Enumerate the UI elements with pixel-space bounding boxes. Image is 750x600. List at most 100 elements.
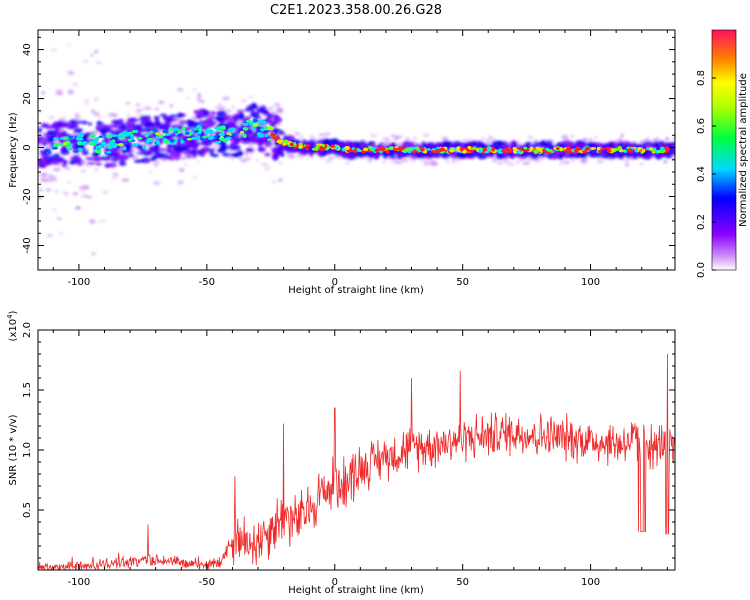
spectrogram-ridge-cell: [122, 146, 127, 151]
spectrogram-noise-cell: [135, 108, 143, 113]
spectrogram-band-cell: [44, 124, 50, 130]
spectrogram-noise-cell: [225, 110, 232, 113]
spectrogram-noise-cell: [278, 162, 282, 165]
spectrogram-noise-cell: [639, 161, 645, 166]
spectrogram-band-cell: [241, 140, 251, 144]
spectrogram-noise-cell: [147, 170, 153, 173]
spectrogram-band-cell: [216, 148, 222, 153]
spectrogram-band-cell: [67, 126, 76, 130]
spectrogram-ridge-cell: [600, 147, 605, 151]
spectrogram-ridge-cell: [219, 137, 225, 142]
spectrogram-band-cell: [119, 125, 128, 132]
spectrogram-band-cell: [668, 143, 673, 148]
spectrogram-band-cell: [618, 154, 625, 159]
spectrogram-band-cell: [172, 146, 181, 151]
spectrogram-ridge-cell: [319, 146, 324, 150]
spectrogram-ridge-cell: [385, 149, 390, 154]
spectrogram-band-cell: [205, 139, 213, 146]
spectrogram-ridge-cell: [604, 147, 611, 150]
spectrogram-noise-cell: [561, 135, 569, 140]
spectrogram-ridge-cell: [142, 145, 146, 150]
spectrogram-band-cell: [343, 152, 353, 157]
spectrogram-band-cell: [265, 116, 273, 123]
spectrogram-ridge-cell: [252, 122, 259, 127]
spectrogram-band-cell: [601, 154, 612, 159]
spectrogram-ridge-cell: [169, 138, 175, 143]
spectrogram-noise-cell: [586, 138, 594, 141]
spectrogram-band-cell: [266, 113, 274, 118]
spectrogram-ridge-cell: [45, 150, 51, 155]
spectrogram-ridge-cell: [507, 150, 513, 154]
spectrogram-noise-cell: [93, 97, 99, 102]
spectrogram-ridge-cell: [344, 145, 351, 150]
spectrogram-noise-cell: [522, 161, 531, 166]
spectrogram-noise-cell: [153, 180, 161, 185]
spectrogram-ridge-cell: [168, 126, 173, 132]
spectrogram-band-cell: [120, 124, 126, 127]
spectrogram-noise-cell: [345, 160, 350, 165]
spectrogram-noise-cell: [623, 159, 631, 162]
spectrogram-band-cell: [367, 141, 374, 147]
spectrogram-ridge-cell: [637, 146, 642, 151]
spectrogram-band-cell: [192, 153, 197, 158]
spectrogram-ridge-cell: [393, 148, 399, 151]
spectrogram-ridge-cell: [260, 127, 265, 132]
spectrogram-ridge-cell: [174, 132, 179, 136]
spectrogram-band-cell: [264, 152, 271, 157]
spectrogram-band-cell: [469, 143, 478, 147]
spectrogram-ridge-cell: [131, 139, 136, 142]
spectrogram-noise-cell: [294, 132, 300, 136]
spectrogram-noise-cell: [169, 104, 174, 108]
spectrogram-ridge-cell: [613, 147, 620, 152]
spectrogram-noise-cell: [387, 139, 391, 143]
spectrogram-noise-cell: [625, 163, 629, 168]
spectrogram-band-cell: [533, 143, 542, 147]
spectrogram-ridge-cell: [207, 135, 214, 141]
spectrogram-band-cell: [580, 154, 588, 158]
spectrogram-noise-cell: [381, 160, 387, 164]
colorbar-tick-label: 0.0: [696, 262, 707, 278]
spectrogram-band-cell: [164, 117, 175, 123]
spectrogram-ridge-cell: [641, 148, 646, 153]
spectrogram-ridge-cell: [471, 147, 477, 151]
spectrogram-band-cell: [207, 115, 216, 120]
spectrogram-ridge-cell: [193, 128, 198, 131]
spectrogram-band-cell: [322, 149, 328, 155]
spectrogram-noise-cell: [502, 159, 509, 163]
spectrogram-band-cell: [278, 129, 284, 134]
spectrogram-ridge-cell: [229, 127, 236, 131]
spectrogram-ridge-cell: [305, 147, 309, 151]
spectrogram-band-cell: [589, 153, 595, 158]
spectrogram-ridge-cell: [298, 142, 303, 146]
spectrogram-ridge-cell: [426, 148, 431, 151]
spectrogram-band-cell: [193, 149, 203, 155]
spectrogram-band-cell: [95, 125, 101, 132]
spectrogram-band-cell: [181, 142, 187, 147]
snr-panel: -100 -50 0 50 100 0.5 1.0 1.5 2.0 Height of stra…: [6, 310, 676, 596]
spectrogram-band-cell: [647, 142, 652, 146]
spectrogram-noise-cell: [318, 133, 323, 138]
spectrogram-ridge-cell: [420, 147, 425, 152]
spectrogram-ridge-cell: [226, 132, 231, 136]
spectrogram-ridge-cell: [264, 133, 269, 138]
spectrogram-band-cell: [272, 153, 278, 161]
spectrogram-noise-cell: [54, 190, 59, 193]
spectrogram-band-cell: [483, 144, 488, 149]
spectrogram-band-cell: [632, 153, 638, 160]
spectrogram-band-cell: [175, 150, 185, 153]
snr-x-tick-label: 0: [332, 577, 338, 588]
spectrogram-ridge-cell: [598, 149, 603, 153]
spectrogram-band-cell: [38, 136, 48, 143]
spectrogram-band-cell: [428, 153, 435, 156]
spectrogram-band-cell: [52, 160, 60, 166]
spectrogram-band-cell: [563, 142, 569, 145]
spectrogram-noise-cell: [178, 168, 185, 173]
snr-x-tick-label: -50: [199, 577, 215, 588]
spectrogram-band-cell: [330, 138, 339, 144]
spectrogram-band-cell: [43, 133, 48, 136]
spectrogram-y-tick-label: 20: [22, 92, 33, 105]
spectrogram-band-cell: [178, 145, 186, 151]
spectrogram-band-cell: [127, 117, 134, 122]
spectrogram-band-cell: [602, 143, 611, 148]
spectrogram-band-cell: [53, 153, 60, 157]
